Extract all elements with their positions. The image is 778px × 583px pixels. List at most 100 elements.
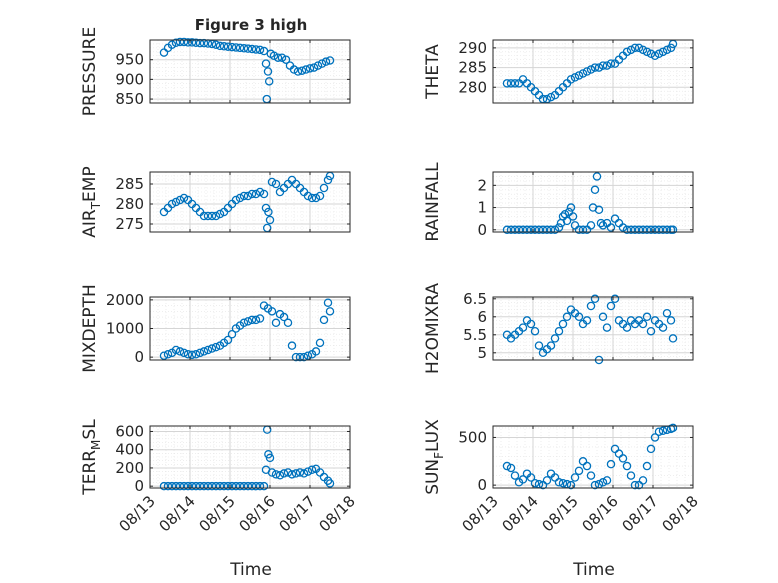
data-point xyxy=(303,467,313,476)
data-point xyxy=(163,481,173,491)
data-point xyxy=(243,191,253,201)
data-point xyxy=(598,61,608,70)
data-point xyxy=(502,225,512,235)
data-point xyxy=(646,444,656,454)
data-point xyxy=(668,225,678,235)
data-point xyxy=(207,211,217,221)
data-point xyxy=(586,65,596,74)
data-point xyxy=(568,212,578,221)
data-point xyxy=(554,326,564,336)
y-tick-label: 1000 xyxy=(106,320,144,338)
data-point xyxy=(594,205,604,215)
data-point xyxy=(510,471,520,480)
data-point xyxy=(219,42,229,51)
data-point xyxy=(231,43,241,52)
data-point xyxy=(203,211,213,221)
data-point xyxy=(163,350,173,359)
x-tick-label: 08/16 xyxy=(236,492,279,535)
data-point xyxy=(574,312,584,322)
data-point xyxy=(227,329,237,339)
data-point xyxy=(281,55,291,64)
data-point xyxy=(191,350,201,359)
data-point xyxy=(618,454,628,463)
data-point xyxy=(602,476,612,485)
y-tick-label: 5 xyxy=(477,344,487,362)
data-point xyxy=(586,221,596,230)
data-point xyxy=(267,307,277,316)
data-point xyxy=(317,59,327,68)
data-point xyxy=(303,351,313,360)
data-point xyxy=(642,312,652,322)
data-point xyxy=(309,63,319,72)
data-point xyxy=(183,350,193,359)
data-point xyxy=(273,53,283,62)
data-point xyxy=(239,318,249,328)
data-point xyxy=(307,193,317,203)
data-point xyxy=(187,38,197,47)
subplot-rainfall: 0 1 2 RAINFALL xyxy=(423,162,694,242)
data-point xyxy=(179,37,189,47)
y-tick-label: 0 xyxy=(134,348,144,366)
x-tick-label: 08/14 xyxy=(499,492,542,535)
y-tick-label: 6 xyxy=(477,308,487,326)
data-point xyxy=(171,38,181,48)
data-point xyxy=(522,225,532,235)
data-point xyxy=(183,481,193,491)
data-point xyxy=(658,426,668,436)
y-tick-label: 0 xyxy=(477,476,487,494)
y-tick-label: 285 xyxy=(115,175,144,193)
data-point xyxy=(558,478,568,488)
data-point xyxy=(510,225,520,235)
y-tick-label: 2000 xyxy=(106,291,144,309)
data-point xyxy=(171,197,181,207)
y-tick-label: 200 xyxy=(115,459,144,477)
data-point xyxy=(227,481,237,491)
data-point xyxy=(239,481,249,491)
data-point xyxy=(235,43,245,53)
data-point xyxy=(299,352,309,362)
y-axis-label: RAINFALL xyxy=(423,162,443,242)
data-point xyxy=(223,335,233,345)
data-point xyxy=(179,348,189,358)
y-axis-label: MIXDEPTH xyxy=(80,284,100,373)
data-point xyxy=(596,218,606,228)
data-point xyxy=(239,191,249,201)
data-point xyxy=(191,38,201,48)
data-point xyxy=(634,43,644,53)
data-point xyxy=(642,461,652,471)
data-point xyxy=(303,191,313,201)
y-axis-label: SUNFLUX xyxy=(423,419,446,495)
data-point xyxy=(231,481,241,491)
y-tick-label: 400 xyxy=(115,441,144,459)
data-point xyxy=(235,193,245,203)
y-axis-label: H2OMIXRA xyxy=(423,283,443,374)
data-point xyxy=(566,480,576,490)
y-tick-label: 2 xyxy=(477,176,487,194)
data-point xyxy=(311,347,321,356)
data-point xyxy=(658,323,668,332)
x-tick-label: 08/15 xyxy=(539,492,582,535)
data-point xyxy=(592,172,602,181)
data-point xyxy=(562,312,572,322)
data-point xyxy=(175,481,185,491)
data-point xyxy=(606,59,616,68)
data-point xyxy=(530,478,540,488)
data-point xyxy=(175,37,185,47)
data-point xyxy=(638,476,648,485)
data-point xyxy=(586,471,596,480)
subplot-mixdepth: 0 1000 2000 MIXDEPTH xyxy=(80,284,351,373)
data-point xyxy=(594,63,604,72)
data-point xyxy=(291,352,301,362)
data-point xyxy=(638,225,648,235)
data-point xyxy=(622,461,632,471)
data-point xyxy=(558,319,568,329)
data-point xyxy=(251,315,261,325)
y-tick-label: 275 xyxy=(115,215,144,233)
data-point xyxy=(598,478,608,487)
y-tick-label: 290 xyxy=(458,39,487,57)
data-point xyxy=(195,348,205,358)
data-point xyxy=(590,63,600,72)
x-tick-label: 08/13 xyxy=(116,492,159,535)
